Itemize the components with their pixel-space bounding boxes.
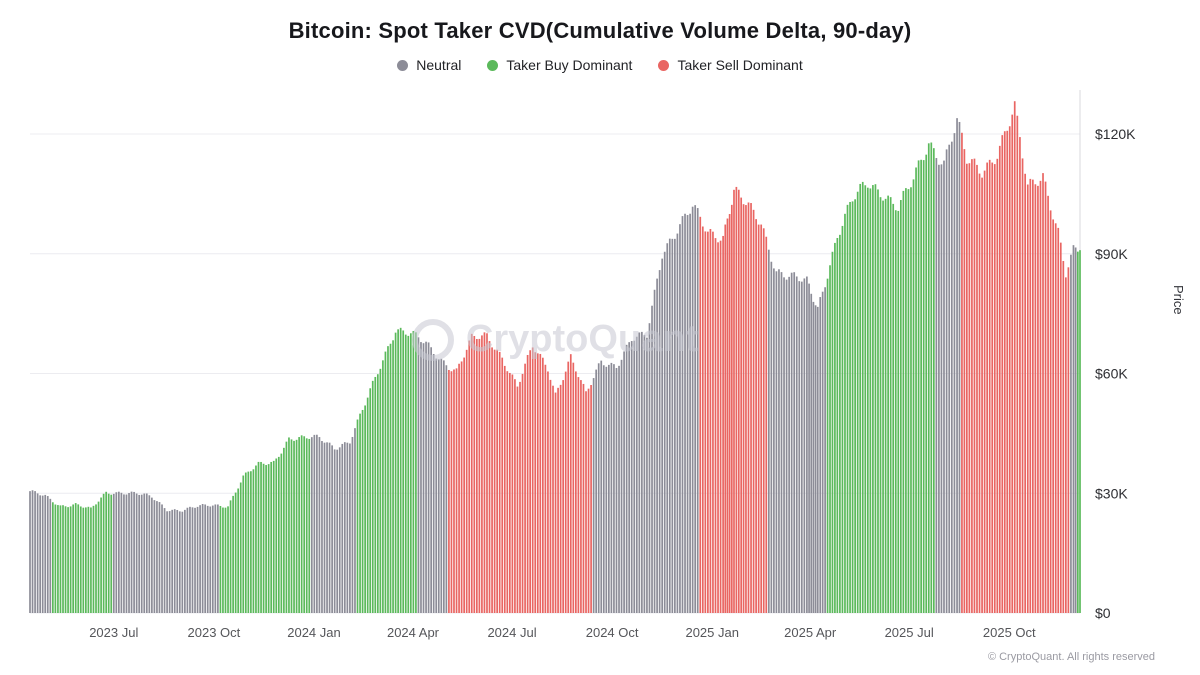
taker-buy-dot-icon	[487, 59, 499, 71]
svg-text:2025 Jan: 2025 Jan	[685, 625, 739, 640]
legend-item-taker-buy[interactable]: Taker Buy Dominant	[487, 57, 632, 73]
legend-label-taker-sell: Taker Sell Dominant	[677, 57, 803, 73]
svg-text:2024 Oct: 2024 Oct	[586, 625, 639, 640]
svg-text:2023 Jul: 2023 Jul	[89, 625, 138, 640]
svg-text:$30K: $30K	[1095, 485, 1128, 501]
svg-text:$120K: $120K	[1095, 126, 1136, 142]
legend-item-neutral[interactable]: Neutral	[397, 57, 461, 73]
svg-text:2024 Jan: 2024 Jan	[287, 625, 341, 640]
svg-text:2024 Jul: 2024 Jul	[487, 625, 536, 640]
legend-label-neutral: Neutral	[416, 57, 462, 73]
price-bars	[29, 101, 1081, 614]
x-axis-tick-labels: 2023 Jul 2023 Oct 2024 Jan 2024 Apr 2024 Jul…	[89, 625, 1036, 640]
svg-text:$0: $0	[1095, 605, 1111, 621]
copyright-footer: © CryptoQuant. All rights reserved	[987, 651, 1155, 663]
y-axis-tick-labels: $0 $30K $60K $90K $120K	[1095, 126, 1136, 621]
chart-title: Bitcoin: Spot Taker CVD(Cumulative Volum…	[288, 18, 912, 43]
svg-text:2024 Apr: 2024 Apr	[387, 625, 440, 640]
svg-text:2025 Oct: 2025 Oct	[983, 625, 1036, 640]
svg-text:2025 Jul: 2025 Jul	[885, 625, 934, 640]
taker-sell-dot-icon	[658, 59, 670, 71]
gridlines	[30, 133, 1080, 614]
svg-text:$90K: $90K	[1095, 246, 1128, 262]
legend-label-taker-buy: Taker Buy Dominant	[506, 57, 633, 73]
svg-text:$60K: $60K	[1095, 366, 1128, 382]
chart-legend: Neutral Taker Buy Dominant Taker Sell Do…	[0, 57, 1200, 73]
y-axis-title: Price	[1171, 285, 1186, 315]
neutral-dot-icon	[397, 59, 409, 71]
svg-text:2025 Apr: 2025 Apr	[784, 625, 837, 640]
legend-item-taker-sell[interactable]: Taker Sell Dominant	[658, 57, 803, 73]
svg-text:2023 Oct: 2023 Oct	[188, 625, 241, 640]
